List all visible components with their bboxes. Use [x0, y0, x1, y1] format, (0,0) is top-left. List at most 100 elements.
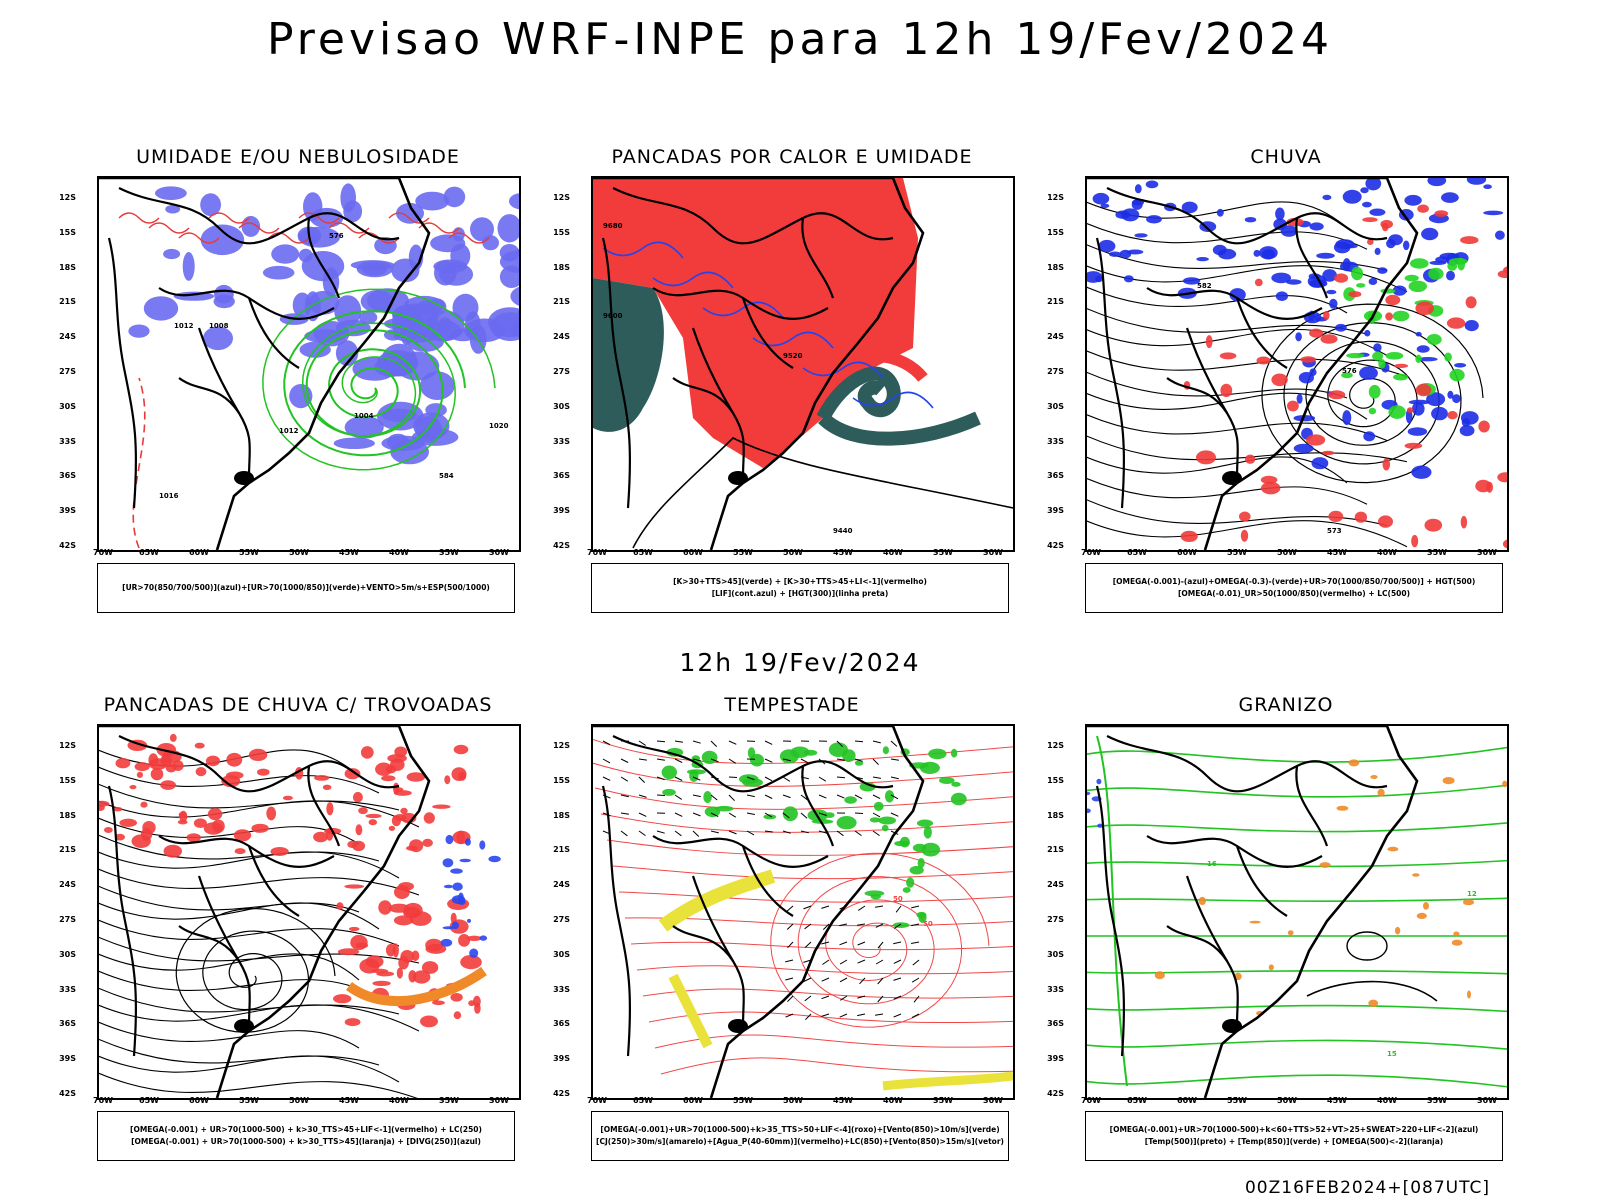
omega-area-blue	[1454, 363, 1467, 368]
longitude-label: 35W	[439, 1096, 459, 1105]
storm-area-red	[432, 804, 451, 809]
humidity-area-high	[390, 439, 429, 465]
storm-area-red	[355, 942, 369, 949]
showers-area-green	[593, 278, 664, 432]
wind-vector	[638, 812, 647, 817]
wind-vector	[638, 758, 647, 761]
legend-line: [Temp(500)](preto) + [Temp(850)](verde) …	[1144, 1137, 1444, 1146]
longitude-label: 50W	[289, 548, 309, 557]
omega-area-blue	[1392, 285, 1407, 296]
longitude-label: 55W	[239, 548, 259, 557]
wind-vector	[746, 830, 755, 836]
rain-area-red	[1219, 352, 1237, 360]
lagoon	[234, 1019, 254, 1033]
temp500-contour	[1346, 931, 1388, 961]
omega-area-blue	[1421, 227, 1439, 241]
country-border	[178, 377, 240, 414]
wind-vector	[638, 830, 646, 837]
humidity-area-high	[333, 437, 375, 449]
country-border	[601, 785, 632, 1057]
latitude-label: 39S	[59, 506, 76, 516]
omega-area-blue	[1098, 239, 1116, 253]
storm-area-red	[313, 831, 329, 843]
humidity-area-high	[470, 217, 494, 242]
wind-vector	[821, 995, 830, 1000]
omega-area-blue	[1275, 291, 1288, 301]
storm-area-red	[420, 1015, 438, 1028]
storm-area-red	[207, 808, 223, 821]
omega-area-green	[1385, 352, 1404, 360]
storm-area-red	[352, 840, 366, 852]
latitude-label: 30S	[1047, 949, 1064, 959]
rain-area-red	[1415, 301, 1434, 316]
wind-vector	[818, 776, 827, 782]
omega-area-green	[1392, 310, 1410, 322]
legend-box: [OMEGA(-0.001)+UR>70(1000-500)+k>35_TTS>…	[591, 1111, 1009, 1161]
omega-area-green	[1404, 274, 1419, 282]
storm-area-red	[195, 767, 207, 777]
country-border	[1185, 875, 1239, 1027]
wind-vector	[638, 776, 646, 783]
latitude-label: 30S	[1047, 401, 1064, 411]
omega-area-orange	[1412, 873, 1420, 877]
latitude-label: 42S	[59, 1089, 76, 1098]
wind-vector	[800, 830, 809, 834]
longitude-label: 40W	[389, 1096, 409, 1105]
latitude-label: 27S	[59, 367, 76, 376]
storm-area-red	[344, 768, 361, 780]
rain-area-red	[1382, 458, 1391, 471]
humidity-area-high	[509, 193, 519, 210]
country-border	[118, 187, 400, 245]
wind-vector	[858, 905, 866, 911]
storm-area-red	[141, 828, 153, 841]
contour-label: 1012	[174, 322, 194, 330]
longitude-label: 60W	[189, 548, 209, 557]
omega-area-blue	[1329, 298, 1338, 309]
longitude-label: 45W	[339, 548, 359, 557]
omega-area-blue	[1464, 320, 1479, 332]
legend-line: [OMEGA(-0.001) + UR>70(1000-500) + k>30_…	[131, 1137, 481, 1146]
country-border	[1106, 187, 1388, 245]
rain-area-red	[1321, 450, 1335, 456]
latitude-axis: 12S 15S 18S 21S 24S 27S 30S 33S 36S 39S 42S	[1042, 176, 1064, 550]
wind-area-green	[854, 760, 864, 766]
storm-area-red	[115, 758, 131, 769]
storm-area-red	[355, 824, 363, 836]
temp850-contour	[1087, 822, 1507, 833]
wind-vector	[785, 959, 794, 963]
rain-area-red	[1306, 434, 1326, 446]
wind-area-green	[742, 778, 763, 787]
rain-area-red	[1394, 363, 1409, 368]
rain-area-red	[1362, 217, 1378, 223]
storm-area-red	[165, 762, 177, 773]
contour-label: 576	[329, 232, 344, 240]
thickness-contour	[132, 377, 146, 549]
omega-area-blue	[1359, 366, 1378, 380]
rain-area-red	[1323, 310, 1330, 320]
longitude-label: 40W	[1377, 1096, 1397, 1105]
streamline	[99, 800, 420, 828]
humidity-area-high	[443, 186, 466, 208]
longitude-label: 30W	[1477, 548, 1497, 557]
longitude-label: 45W	[1327, 1096, 1347, 1105]
wind-vector	[710, 740, 718, 747]
wind-vector	[728, 794, 735, 802]
humidity-area-high	[344, 416, 384, 439]
wind-vector	[656, 758, 665, 761]
omega-area-orange	[1336, 805, 1349, 811]
wind-vector	[890, 758, 899, 761]
rain-area-red	[1465, 296, 1477, 309]
storm-area-red	[348, 926, 360, 932]
wind-vector	[875, 959, 884, 965]
storm-area-red	[412, 970, 431, 984]
lagoon	[1222, 471, 1242, 485]
temp850-contour	[1087, 897, 1507, 902]
omega-area-blue	[1441, 192, 1459, 203]
map-frame	[97, 724, 521, 1100]
lagoon	[1222, 1019, 1242, 1033]
omega-area-blue	[1427, 178, 1447, 187]
jet-area-yellow	[658, 869, 776, 932]
omega-area-orange	[1394, 926, 1401, 935]
longitude-label: 40W	[389, 548, 409, 557]
latitude-axis: 12S 15S 18S 21S 24S 27S 30S 33S 36S 39S 42S	[54, 724, 76, 1098]
